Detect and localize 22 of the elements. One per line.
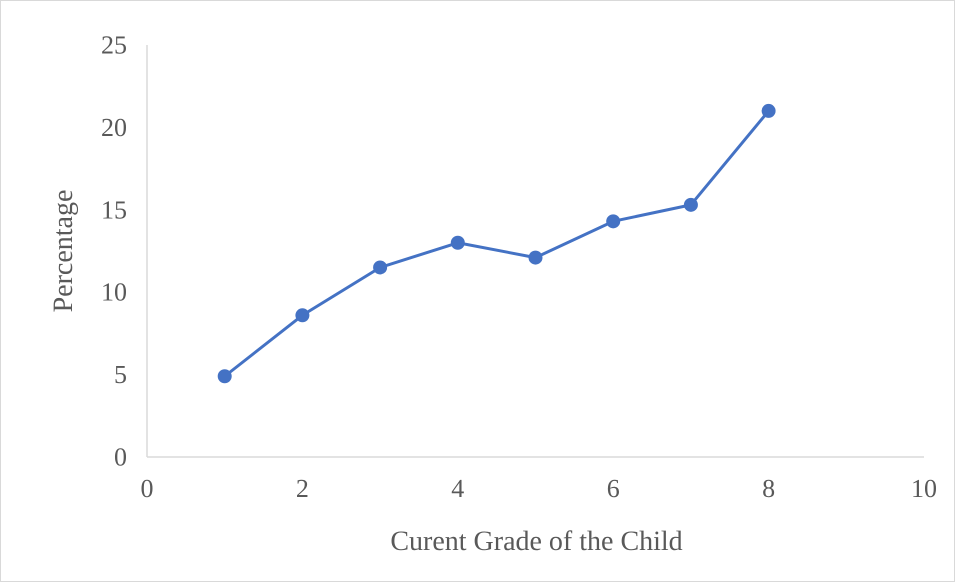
x-tick-label: 6 bbox=[606, 474, 620, 503]
x-tick-label: 8 bbox=[762, 474, 776, 503]
y-axis-title: Percentage bbox=[48, 190, 79, 312]
point bbox=[295, 308, 310, 322]
x-tick-label: 0 bbox=[140, 474, 154, 503]
x-tick-label: 2 bbox=[296, 474, 309, 503]
point bbox=[684, 198, 698, 212]
y-tick-label: 10 bbox=[101, 278, 127, 307]
x-tick-label: 4 bbox=[451, 474, 464, 503]
y-tick-label: 15 bbox=[101, 195, 127, 224]
point bbox=[528, 250, 542, 265]
point bbox=[450, 236, 465, 250]
y-tick-label: 20 bbox=[101, 112, 127, 142]
point bbox=[373, 260, 388, 274]
point bbox=[218, 369, 232, 384]
x-tick-label: 10 bbox=[911, 474, 937, 503]
y-tick-label: 25 bbox=[101, 30, 127, 60]
y-tick-label: 0 bbox=[114, 442, 127, 472]
point bbox=[762, 104, 776, 118]
x-axis-title: Curent Grade of the Child bbox=[390, 526, 683, 557]
point bbox=[606, 214, 620, 228]
y-tick-label: 5 bbox=[114, 360, 127, 390]
